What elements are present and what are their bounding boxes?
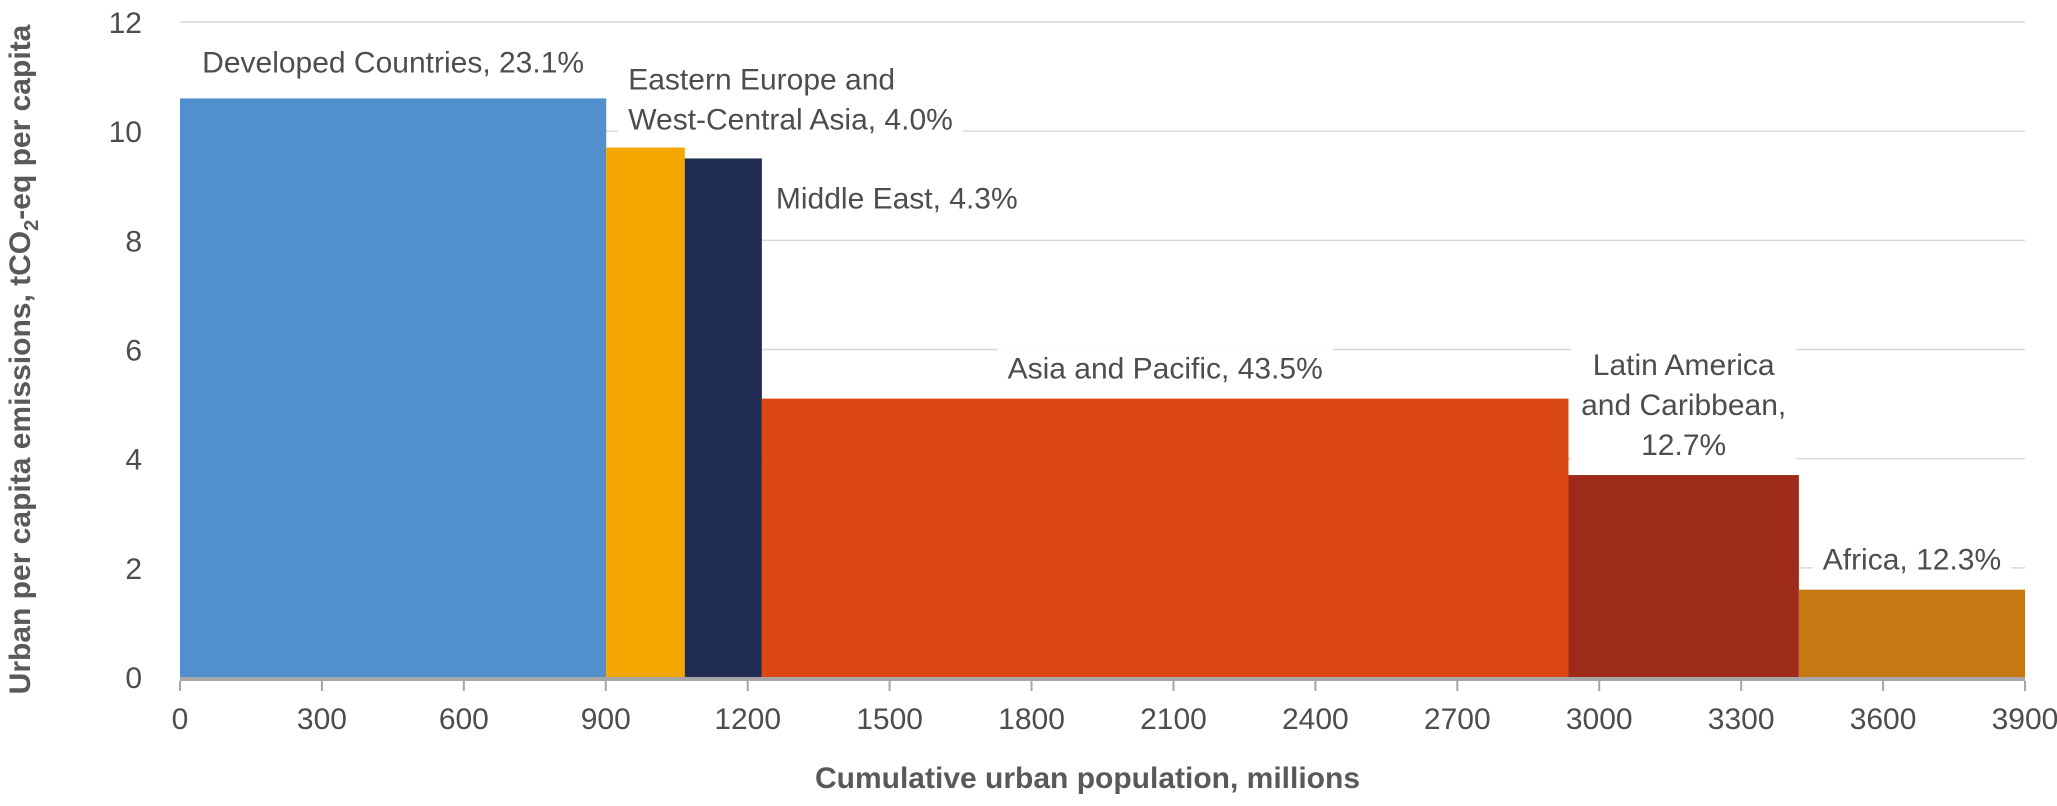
bar-label-line: Developed Countries, 23.1%: [202, 46, 584, 79]
bar-label-line: and Caribbean,: [1581, 389, 1786, 422]
y-tick-label: 2: [125, 553, 142, 586]
y-tick-label: 10: [109, 116, 142, 149]
bar-label-4: Latin America and Caribbean, 12.7%: [1581, 349, 1786, 462]
bar-label-bg: [618, 59, 963, 141]
x-tick-label: 2100: [1140, 703, 1207, 736]
label-backgrounds: [192, 42, 2012, 581]
y-tick-label: 12: [109, 7, 142, 40]
bar-label-line: Latin America: [1593, 349, 1775, 382]
x-tick-label: 1800: [998, 703, 1065, 736]
bar-1: [606, 147, 685, 677]
bar-label-bg: [765, 178, 1028, 220]
axes: 0 2 4 6 8 10 12 0 300 600 900 1200 1500 1800 2100 2400 2…: [109, 7, 2057, 736]
x-tick-label: 3000: [1566, 703, 1633, 736]
y-tick-label: 4: [125, 444, 142, 477]
bar-label-0: Developed Countries, 23.1%: [202, 46, 584, 79]
bars: [180, 98, 2025, 678]
bar-labels: Developed Countries, 23.1% Eastern Europe…: [192, 42, 2012, 581]
x-tick-label: 900: [581, 703, 631, 736]
bar-label-line: Asia and Pacific, 43.5%: [1008, 353, 1323, 386]
bar-label-line: West-Central Asia, 4.0%: [628, 104, 953, 137]
bar-5: [1798, 589, 2025, 677]
bar-label-1: Eastern Europe and West-Central Asia, 4.0…: [628, 64, 953, 137]
bar-label-line: Eastern Europe and: [628, 64, 895, 97]
x-tick-label: 3300: [1708, 703, 1775, 736]
bar-label-bg: [997, 348, 1333, 390]
y-axis-title-subscript: 2: [21, 220, 43, 231]
bar-label-bg: [1571, 345, 1797, 467]
bar-label-2: Middle East, 4.3%: [776, 182, 1018, 215]
bar-label-line: Africa, 12.3%: [1823, 544, 2001, 577]
x-tick-label: 3900: [1992, 703, 2057, 736]
x-tick-label: 300: [297, 703, 347, 736]
bar-0: [180, 98, 607, 677]
bar-label-5: Africa, 12.3%: [1823, 544, 2001, 577]
x-tick-label: 1500: [856, 703, 923, 736]
x-tick-label: 2400: [1282, 703, 1349, 736]
x-tick-label: 2700: [1424, 703, 1491, 736]
y-tick-label: 6: [125, 335, 142, 368]
y-axis-title: Urban per capita emissions, tCO2-eq per …: [4, 24, 43, 694]
bar-label-line: 12.7%: [1641, 429, 1726, 462]
bar-3: [761, 398, 1569, 677]
x-tick-label: 1200: [714, 703, 781, 736]
y-tick-label: 8: [125, 225, 142, 258]
x-axis-title: Cumulative urban population, millions: [815, 762, 1360, 795]
bar-label-bg: [192, 42, 595, 84]
y-axis-title-part1: Urban per capita emissions, tCO: [4, 231, 37, 694]
x-tick-label: 600: [439, 703, 489, 736]
bar-2: [684, 158, 762, 678]
y-axis-title-part2: -eq per capita: [4, 24, 37, 219]
y-tick-label: 0: [125, 662, 142, 695]
bar-label-line: Middle East, 4.3%: [776, 182, 1018, 215]
bar-label-3: Asia and Pacific, 43.5%: [1008, 353, 1323, 386]
bar-label-bg: [1812, 539, 2012, 581]
x-tick-label: 0: [172, 703, 189, 736]
x-tick-label: 3600: [1850, 703, 1917, 736]
bar-4: [1568, 475, 1799, 677]
